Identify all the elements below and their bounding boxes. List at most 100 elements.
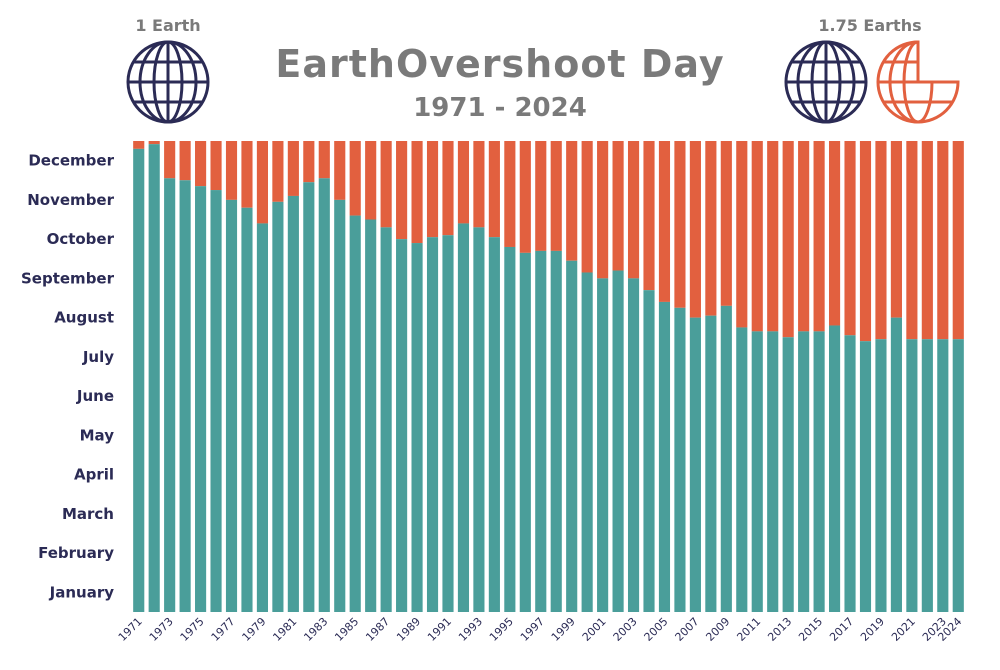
overshoot-bar-2020 [890, 141, 902, 318]
within-budget-bar-1980 [272, 201, 284, 612]
month-label-february: February [38, 544, 114, 562]
within-budget-bar-1998 [550, 250, 562, 612]
month-label-september: September [21, 269, 115, 287]
overshoot-bar-2015 [813, 141, 825, 332]
overshoot-bar-2013 [782, 141, 794, 338]
year-label-1987: 1987 [363, 615, 392, 644]
year-label-2011: 2011 [734, 615, 763, 644]
within-budget-bar-1996 [519, 252, 531, 613]
year-label-1999: 1999 [549, 615, 578, 644]
year-axis: 1971 1973 1975 1977 1979 1981 1983 1985 1987 1989… [116, 615, 965, 644]
within-budget-bar-1997 [535, 250, 547, 612]
overshoot-bar-1994 [488, 141, 500, 238]
within-budget-bar-1982 [303, 182, 315, 612]
within-budget-bar-2014 [798, 331, 810, 612]
month-label-november: November [27, 191, 114, 209]
within-budget-bar-2001 [597, 278, 609, 612]
overshoot-bar-2004 [643, 141, 655, 291]
overshoot-bar-1976 [210, 141, 222, 191]
within-budget-bar-1995 [504, 246, 516, 612]
chart-subtitle: 1971 - 2024 [413, 93, 587, 123]
year-label-1983: 1983 [301, 615, 330, 644]
month-label-october: October [47, 230, 115, 248]
overshoot-bar-1988 [396, 141, 408, 240]
overshoot-bar-2003 [627, 141, 640, 279]
overshoot-bar-1985 [349, 141, 361, 216]
within-budget-bar-1971 [133, 148, 145, 612]
within-budget-bar-1972 [148, 144, 160, 612]
within-budget-bar-1985 [349, 215, 361, 612]
within-budget-bar-2007 [689, 317, 701, 612]
within-budget-bar-2003 [627, 278, 640, 612]
year-label-1995: 1995 [487, 615, 516, 644]
year-label-1979: 1979 [240, 615, 269, 644]
within-budget-bar-2022 [921, 339, 933, 612]
overshoot-bar-1982 [303, 141, 315, 183]
within-budget-bar-1975 [195, 186, 207, 612]
month-label-april: April [74, 466, 114, 484]
year-label-2003: 2003 [611, 615, 640, 644]
within-budget-bar-1981 [287, 195, 299, 612]
overshoot-bar-1993 [473, 141, 485, 228]
month-axis: January February March April May June July Augu… [21, 152, 115, 602]
overshoot-bar-1979 [256, 141, 269, 224]
within-budget-bar-2000 [581, 272, 593, 612]
overshoot-bar-1989 [411, 141, 423, 244]
overshoot-bar-1997 [535, 141, 547, 251]
within-budget-bar-1986 [365, 219, 377, 612]
overshoot-bar-2014 [798, 141, 810, 332]
year-label-1971: 1971 [116, 615, 145, 644]
overshoot-bar-1983 [318, 141, 330, 179]
month-label-june: June [76, 387, 114, 405]
within-budget-bar-2004 [643, 290, 655, 612]
within-budget-bar-2012 [767, 331, 779, 612]
earths-needed-caption: 1.75 Earths [818, 16, 922, 35]
month-label-january: January [49, 583, 115, 601]
overshoot-bar-1980 [272, 141, 284, 202]
within-budget-bar-2015 [813, 331, 825, 612]
within-budget-bar-2010 [736, 327, 748, 612]
within-budget-bar-1999 [566, 260, 578, 612]
overshoot-bar-2023 [937, 141, 949, 340]
within-budget-bar-2013 [782, 337, 794, 612]
overshoot-bar-2010 [736, 141, 748, 328]
within-budget-bar-2008 [705, 315, 717, 612]
year-label-2021: 2021 [889, 615, 918, 644]
overshoot-bar-2017 [844, 141, 856, 336]
within-budget-bar-1984 [334, 199, 346, 612]
year-label-2019: 2019 [858, 615, 887, 644]
globe-icon [126, 40, 210, 124]
overshoot-bar-1998 [550, 141, 562, 251]
within-budget-bar-2006 [674, 307, 686, 612]
overshoot-bar-1999 [566, 141, 578, 261]
within-budget-bar-1992 [457, 223, 470, 613]
year-label-1997: 1997 [518, 615, 547, 644]
year-label-1985: 1985 [332, 615, 361, 644]
one-earth-caption: 1 Earth [135, 16, 201, 35]
overshoot-bar-1986 [365, 141, 377, 220]
within-budget-bar-2019 [875, 339, 887, 612]
within-budget-bar-1990 [426, 237, 439, 612]
within-budget-bar-2018 [859, 341, 872, 612]
overshoot-bar-2006 [674, 141, 686, 308]
within-budget-bar-1994 [488, 237, 500, 612]
within-budget-bar-2002 [612, 270, 624, 612]
chart-title: EarthOvershoot Day [275, 42, 725, 86]
overshoot-bar-1977 [225, 141, 238, 200]
within-budget-bar-1974 [179, 180, 191, 612]
overshoot-bar-2019 [875, 141, 887, 340]
overshoot-bar-1974 [179, 141, 191, 181]
overshoot-bar-2000 [581, 141, 593, 273]
overshoot-bar-2022 [921, 141, 933, 340]
within-budget-bar-2024 [952, 339, 964, 612]
bars-group [133, 141, 964, 613]
overshoot-bar-2001 [597, 141, 609, 279]
within-budget-bar-2009 [720, 305, 732, 612]
month-label-march: March [62, 505, 114, 523]
overshoot-bar-1991 [442, 141, 454, 236]
month-label-july: July [82, 348, 114, 366]
year-label-1981: 1981 [270, 615, 299, 644]
within-budget-bar-2005 [658, 301, 671, 612]
month-label-may: May [80, 426, 115, 444]
